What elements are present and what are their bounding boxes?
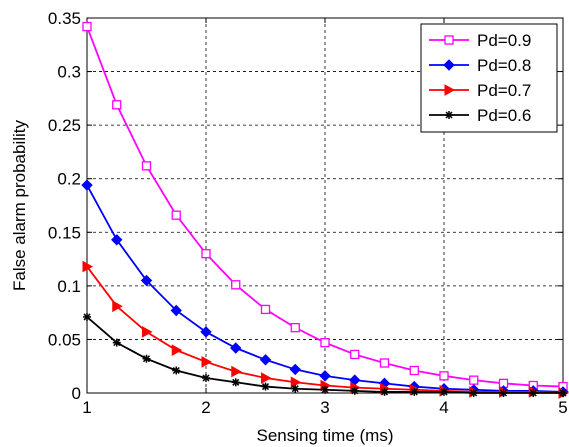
legend-label: Pd=0.8 (477, 56, 531, 75)
data-point (321, 385, 329, 394)
legend-item: Pd=0.8 (429, 56, 531, 75)
data-point (290, 322, 300, 333)
data-point (289, 363, 301, 376)
data-point (439, 371, 449, 381)
y-tick-label: 0 (72, 384, 81, 403)
data-point (410, 387, 419, 396)
data-point (171, 344, 183, 356)
data-point (350, 386, 359, 395)
data-point (499, 389, 508, 397)
y-tick-label: 0.2 (57, 170, 81, 189)
legend-swatch-marker (444, 35, 454, 45)
x-tick-label: 5 (558, 398, 567, 417)
data-point (469, 375, 479, 385)
data-point (320, 337, 330, 348)
data-point (83, 312, 91, 321)
data-point (559, 389, 567, 397)
data-point (171, 210, 181, 220)
x-tick-label: 4 (439, 398, 448, 417)
data-point (260, 304, 271, 315)
data-point (319, 370, 331, 382)
data-point (140, 274, 153, 287)
legend: Pd=0.9 Pd=0.8 Pd=0.7 Pd=0.6 (420, 23, 558, 133)
x-tick-label: 2 (201, 398, 210, 417)
data-point (231, 280, 241, 290)
data-point (200, 326, 212, 338)
data-point (261, 372, 272, 384)
data-point (231, 378, 240, 387)
legend-item: Pd=0.6 (429, 106, 531, 125)
legend-swatch-marker (443, 59, 455, 71)
data-point (111, 234, 123, 246)
legend-label: Pd=0.7 (477, 81, 531, 100)
data-point (291, 384, 300, 393)
legend-label: Pd=0.6 (477, 106, 531, 125)
data-point (261, 382, 270, 391)
legend-item: Pd=0.7 (429, 81, 531, 100)
data-point (82, 260, 94, 273)
legend-box (420, 23, 558, 133)
data-point (201, 249, 211, 259)
data-point (141, 161, 152, 171)
series-lines (81, 21, 569, 399)
data-point (350, 349, 360, 360)
data-point (230, 342, 242, 354)
y-tick-label: 0.35 (48, 9, 81, 28)
data-point (379, 358, 390, 368)
data-point (81, 179, 93, 191)
data-point (142, 354, 151, 363)
legend-swatch-marker (444, 84, 456, 96)
y-tick-label: 0.05 (48, 330, 81, 349)
legend-label: Pd=0.9 (477, 31, 531, 50)
x-axis-title: Sensing time (ms) (257, 426, 394, 445)
data-point (380, 387, 389, 396)
data-point (172, 366, 181, 375)
axis-ticks: 1 2 3 4 5 0 0.05 0.1 0.15 0.2 0.25 0.3 0.35 (48, 9, 568, 417)
data-point (142, 326, 153, 338)
data-point (529, 389, 538, 397)
series-Pd=0.9 (82, 21, 568, 392)
legend-swatch-marker (445, 111, 453, 119)
data-point (259, 354, 272, 366)
legend-item: Pd=0.9 (429, 31, 531, 50)
y-tick-label: 0.1 (57, 277, 81, 296)
data-point (82, 21, 92, 32)
data-point (170, 304, 182, 317)
data-point (112, 100, 122, 110)
data-point (112, 338, 121, 347)
data-point (112, 300, 123, 313)
x-tick-label: 1 (82, 398, 91, 417)
data-point (201, 356, 213, 368)
y-tick-label: 0.3 (57, 63, 81, 82)
data-point (469, 389, 478, 397)
series-Pd=0.6 (83, 312, 567, 397)
data-point (202, 374, 210, 382)
data-point (231, 365, 242, 378)
data-point (440, 387, 448, 396)
y-tick-label: 0.15 (48, 223, 81, 242)
x-tick-label: 3 (320, 398, 329, 417)
y-tick-label: 0.25 (48, 116, 81, 135)
data-point (409, 365, 419, 376)
y-axis-title: False alarm probability (10, 119, 29, 291)
